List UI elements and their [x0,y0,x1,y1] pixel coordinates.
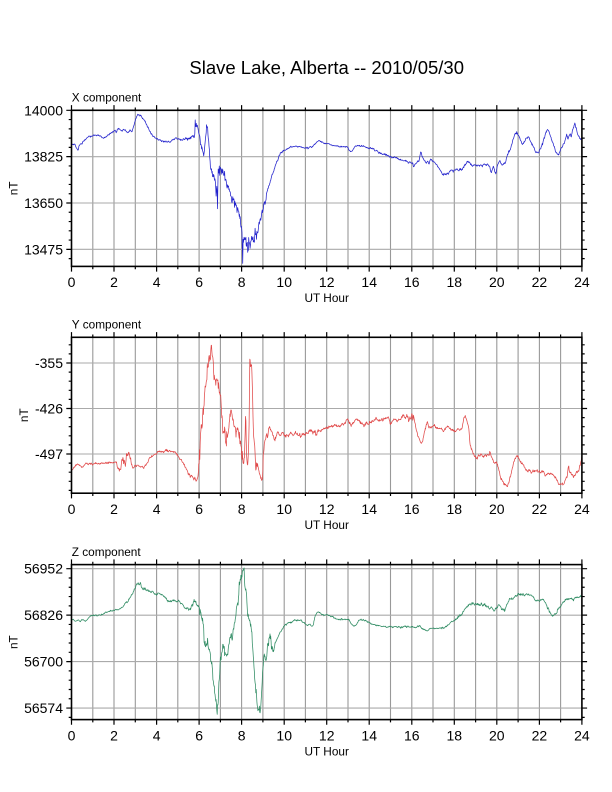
svg-text:56952: 56952 [24,561,63,577]
svg-text:16: 16 [404,727,420,743]
svg-text:0: 0 [68,501,76,517]
svg-text:8: 8 [238,274,246,290]
svg-text:22: 22 [532,727,548,743]
svg-text:UT Hour: UT Hour [305,518,349,532]
svg-text:24: 24 [574,727,590,743]
svg-text:56700: 56700 [24,654,63,670]
svg-text:22: 22 [532,501,548,517]
svg-text:14: 14 [361,727,377,743]
svg-text:12: 12 [319,501,335,517]
svg-text:4: 4 [153,501,161,517]
svg-text:16: 16 [404,501,420,517]
svg-text:18: 18 [447,727,463,743]
svg-text:nT: nT [6,181,20,195]
svg-text:Y component: Y component [72,318,142,332]
svg-text:24: 24 [574,274,590,290]
svg-text:14: 14 [361,501,377,517]
svg-text:14000: 14000 [24,102,63,118]
svg-text:Slave Lake, Alberta -- 2010/05: Slave Lake, Alberta -- 2010/05/30 [189,57,464,78]
svg-text:0: 0 [68,727,76,743]
svg-text:-497: -497 [35,446,63,462]
svg-text:18: 18 [447,274,463,290]
svg-text:X component: X component [72,91,142,105]
svg-text:8: 8 [238,727,246,743]
svg-text:10: 10 [276,727,292,743]
svg-text:16: 16 [404,274,420,290]
svg-text:0: 0 [68,274,76,290]
svg-text:6: 6 [195,727,203,743]
svg-text:10: 10 [276,274,292,290]
svg-text:Z component: Z component [72,545,142,559]
svg-text:18: 18 [447,501,463,517]
svg-text:12: 12 [319,274,335,290]
svg-text:-355: -355 [35,355,63,371]
svg-text:56826: 56826 [24,607,63,623]
svg-text:12: 12 [319,727,335,743]
svg-text:20: 20 [489,501,505,517]
svg-text:24: 24 [574,501,590,517]
svg-text:10: 10 [276,501,292,517]
svg-text:14: 14 [361,274,377,290]
svg-text:13650: 13650 [24,195,63,211]
svg-text:2: 2 [110,501,118,517]
svg-text:UT Hour: UT Hour [305,291,349,305]
svg-text:nT: nT [6,635,20,649]
svg-text:UT Hour: UT Hour [305,744,349,758]
svg-text:-426: -426 [35,401,63,417]
svg-text:6: 6 [195,501,203,517]
svg-text:13475: 13475 [24,241,63,257]
svg-text:22: 22 [532,274,548,290]
svg-text:20: 20 [489,727,505,743]
svg-text:4: 4 [153,727,161,743]
svg-text:56574: 56574 [24,700,63,716]
svg-text:2: 2 [110,727,118,743]
svg-text:20: 20 [489,274,505,290]
svg-text:nT: nT [17,408,31,422]
svg-text:6: 6 [195,274,203,290]
svg-text:4: 4 [153,274,161,290]
svg-text:8: 8 [238,501,246,517]
svg-text:2: 2 [110,274,118,290]
svg-text:13825: 13825 [24,149,63,165]
